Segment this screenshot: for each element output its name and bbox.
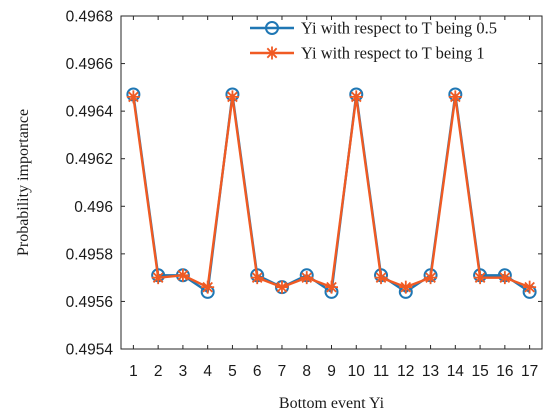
asterisk-marker [176,268,190,282]
x-tick-label: 3 [179,363,188,380]
series-layer [126,87,537,299]
asterisk-marker [225,90,239,104]
asterisk-marker [325,280,338,294]
x-tick-label: 10 [348,363,366,380]
y-axis-label: Probability importance [15,109,32,256]
x-tick-label: 1 [129,363,138,380]
x-tick-label: 6 [253,363,262,380]
x-axis-label: Bottom event Yi [279,395,385,412]
y-tick-label: 0.4966 [66,56,113,73]
asterisk-marker [498,271,512,285]
x-tick-label: 5 [228,363,237,380]
legend-asterisk-marker [265,46,279,60]
asterisk-marker [275,280,289,294]
legend: Yi with respect to T being 0.5 Yi with r… [250,19,497,63]
series-1 [126,87,537,299]
x-tick-label: 15 [471,363,488,380]
series-line-1 [132,93,531,294]
x-tick-label: 17 [521,363,538,380]
asterisk-marker [265,46,279,60]
asterisk-marker [151,271,165,285]
legend-entry-2: Yi with respect to T being 1 [250,44,485,63]
x-axis-ticks: 1 2 3 4 5 6 7 8 9 10 11 12 13 14 15 16 17 [129,16,538,380]
legend-entry-1: Yi with respect to T being 0.5 [250,19,497,38]
x-tick-label: 2 [154,363,163,380]
asterisk-marker [201,280,215,294]
asterisk-marker [448,90,462,104]
x-tick-label: 8 [302,363,311,380]
series-line-2 [132,95,531,289]
series-2 [126,90,537,294]
y-tick-label: 0.496 [74,199,113,216]
asterisk-marker [473,271,487,285]
x-tick-label: 14 [447,363,465,380]
plot-frame [120,15,543,350]
legend-circle-marker [265,21,279,35]
y-tick-label: 0.4968 [66,9,113,26]
y-tick-label: 0.4954 [66,342,114,359]
legend-label-1: Yi with respect to T being 0.5 [301,19,497,38]
y-tick-label: 0.4956 [66,294,113,311]
y-tick-label: 0.4964 [66,104,114,121]
asterisk-marker [300,271,314,285]
x-tick-label: 16 [496,363,513,380]
asterisk-marker [424,271,438,285]
asterisk-marker [349,90,363,104]
asterisk-marker [126,90,140,104]
asterisk-marker [523,280,537,294]
y-tick-label: 0.4958 [66,246,113,263]
x-tick-label: 7 [278,363,287,380]
asterisk-marker [250,271,264,285]
y-axis-ticks: 0.4954 0.4956 0.4958 0.496 0.4962 0.4964 0.496… [66,9,542,359]
x-tick-label: 13 [422,363,439,380]
x-tick-label: 11 [373,363,389,380]
circle-marker [265,21,279,35]
asterisk-marker [399,280,413,294]
legend-label-2: Yi with respect to T being 1 [301,44,485,63]
y-tick-label: 0.4962 [66,151,113,168]
x-tick-label: 9 [327,363,336,380]
asterisk-marker [374,271,388,285]
x-tick-label: 4 [203,363,212,380]
x-tick-label: 12 [397,363,414,380]
